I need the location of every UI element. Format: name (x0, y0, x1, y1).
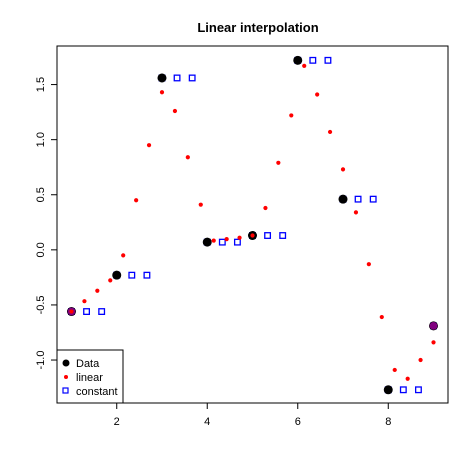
linear-point (315, 92, 320, 97)
linear-point (95, 288, 100, 293)
y-tick-label: 1.5 (35, 77, 47, 92)
linear-point (392, 367, 397, 373)
linear-point (108, 278, 113, 283)
linear-point (418, 357, 423, 363)
linear-point (159, 90, 165, 95)
constant-point (309, 56, 317, 64)
legend-constant-marker (62, 387, 69, 394)
constant-point (188, 74, 196, 82)
linear-point (405, 376, 410, 381)
legend-label-linear: linear (76, 372, 103, 384)
data-point (293, 55, 303, 65)
legend-linear-marker (64, 375, 68, 379)
linear-point (121, 253, 126, 258)
y-axis: -1.0 -0.5 0.0 0.5 1.0 1.5 (35, 77, 57, 370)
legend: Data linear constant (56, 349, 124, 404)
linear-point (198, 202, 203, 207)
plot-frame (56, 45, 449, 404)
constant-point (98, 308, 106, 315)
linear-point (134, 198, 139, 203)
constant-point (128, 271, 136, 279)
y-tick-label: 1.0 (35, 132, 47, 147)
legend-label-constant: constant (76, 386, 118, 398)
constant-point (218, 238, 226, 246)
linear-point (353, 210, 359, 215)
x-axis: 2 4 6 8 (114, 403, 391, 428)
linear-point (263, 205, 268, 211)
y-tick-label: 0.0 (35, 242, 47, 257)
constant-point (83, 308, 91, 315)
constant-point (143, 271, 151, 279)
data-point (338, 194, 348, 204)
chart-title: Linear interpolation (197, 20, 318, 35)
linear-point (379, 314, 384, 320)
constant-point (264, 232, 272, 239)
linear-point (289, 113, 294, 118)
y-tick-label: -1.0 (35, 351, 47, 370)
linear-point (82, 299, 87, 304)
linear-point (185, 155, 190, 160)
linear-point (366, 262, 371, 267)
x-tick-label: 2 (114, 416, 120, 428)
constant-point (369, 195, 377, 203)
linear-point (237, 235, 242, 240)
legend-label-data: Data (76, 358, 100, 370)
data-point (429, 321, 439, 331)
linear-point (172, 108, 178, 114)
y-tick-label: -0.5 (35, 295, 47, 314)
x-tick-label: 8 (385, 416, 391, 428)
constant-point (279, 232, 287, 239)
constant-point (173, 74, 181, 82)
series-layer (66, 55, 439, 395)
linear-point (224, 237, 229, 242)
linear-point (146, 143, 152, 148)
y-tick-label: 0.5 (35, 187, 47, 202)
legend-data-marker (62, 359, 70, 367)
linear-point (431, 340, 436, 345)
linear-point (302, 63, 307, 68)
legend-box (56, 349, 124, 404)
linear-point (340, 167, 346, 172)
data-point (112, 270, 122, 280)
linear-point (211, 238, 216, 243)
constant-point (354, 195, 362, 203)
constant-point (233, 238, 241, 246)
constant-point (414, 386, 422, 394)
linear-point (250, 233, 255, 238)
data-point (202, 237, 212, 247)
linear-point (69, 309, 74, 314)
data-point (157, 73, 167, 83)
constant-point (399, 386, 407, 394)
linear-point (327, 129, 333, 135)
x-tick-label: 6 (295, 416, 301, 428)
constant-point (324, 56, 332, 64)
data-point (383, 385, 393, 395)
x-tick-label: 4 (204, 416, 210, 428)
linear-point (276, 160, 281, 165)
